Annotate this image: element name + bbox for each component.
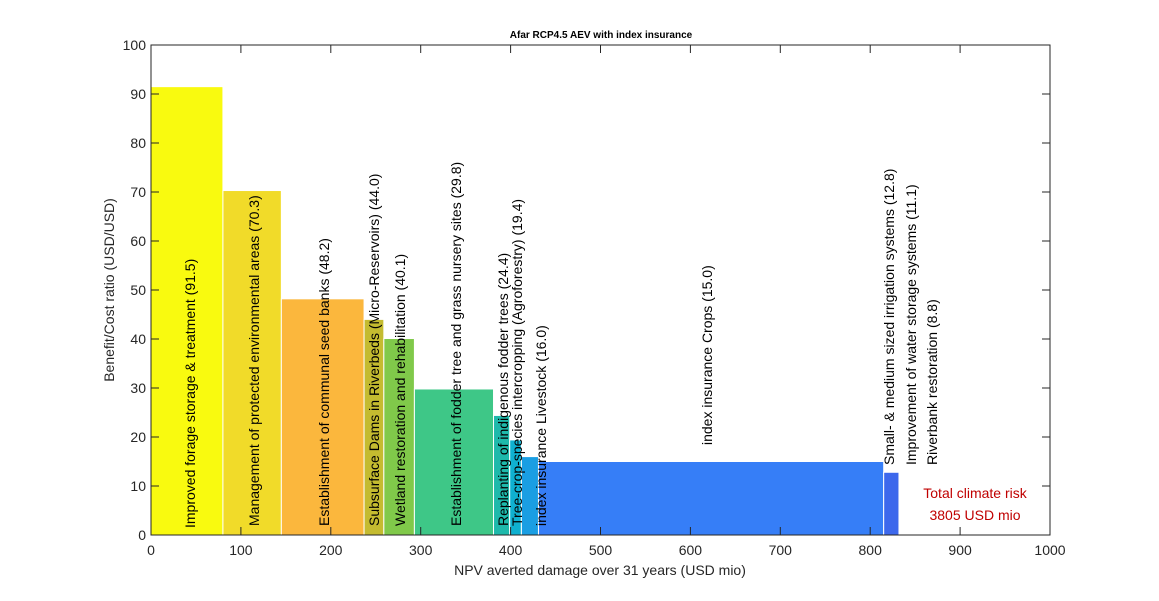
annotation-line-1: 3805 USD mio <box>929 507 1020 523</box>
x-tick-label-6: 600 <box>679 542 703 558</box>
y-tick-label-1: 10 <box>130 478 146 494</box>
bar-0 <box>150 86 224 536</box>
bars-group <box>150 86 900 536</box>
y-axis: 0 10 20 30 40 50 60 70 80 90 100 <box>123 37 1050 543</box>
bar-label-11: Improvement of water storage systems (11… <box>903 184 919 465</box>
bar-label-0: Improved forage storage & treatment (91.… <box>182 259 198 528</box>
x-tick-label-10: 1000 <box>1034 542 1065 558</box>
x-tick-label-5: 500 <box>589 542 613 558</box>
bar-label-10: Small- & medium sized irrigation systems… <box>881 169 897 465</box>
bar-label-12: Riverbank restoration (8.8) <box>924 299 940 465</box>
bar-label-8: index insurance Livestock (16.0) <box>533 325 549 526</box>
bar-label-6: Replanting of indigenous fodder trees (2… <box>495 253 511 526</box>
y-tick-label-8: 80 <box>130 135 146 151</box>
y-axis-label: Benefit/Cost ratio (USD/USD) <box>101 198 117 382</box>
x-axis: 0 100 200 300 400 500 600 700 800 900 1000 <box>147 45 1066 558</box>
x-tick-label-1: 100 <box>229 542 253 558</box>
bar-label-1: Management of protected environmental ar… <box>246 195 262 526</box>
y-tick-label-4: 40 <box>130 331 146 347</box>
x-tick-label-7: 700 <box>769 542 793 558</box>
x-tick-label-3: 300 <box>409 542 433 558</box>
y-tick-label-5: 50 <box>130 282 146 298</box>
y-tick-label-2: 20 <box>130 429 146 445</box>
bar-label-4: Wetland restoration and rehabilitation (… <box>392 254 408 526</box>
y-tick-label-7: 70 <box>130 184 146 200</box>
x-tick-label-8: 800 <box>859 542 883 558</box>
bar-10 <box>883 471 900 536</box>
bar-labels-group: Improved forage storage & treatment (91.… <box>182 162 940 528</box>
bar-1 <box>222 190 282 536</box>
y-tick-label-9: 90 <box>130 86 146 102</box>
x-axis-label: NPV averted damage over 31 years (USD mi… <box>454 562 746 578</box>
x-tick-label-9: 900 <box>948 542 972 558</box>
x-tick-label-2: 200 <box>319 542 343 558</box>
total-climate-risk-annotation: Total climate risk 3805 USD mio <box>923 485 1027 523</box>
bar-9 <box>537 461 885 536</box>
x-tick-label-4: 400 <box>499 542 523 558</box>
bar-2 <box>280 298 365 536</box>
y-tick-label-10: 100 <box>123 37 147 53</box>
y-tick-label-6: 60 <box>130 233 146 249</box>
y-tick-label-0: 0 <box>138 527 146 543</box>
bar-label-7: Tree-crop-species intercropping (Agrofor… <box>509 199 525 526</box>
bar-label-9: index insurance Crops (15.0) <box>699 265 715 445</box>
y-tick-label-3: 30 <box>130 380 146 396</box>
annotation-line-0: Total climate risk <box>923 485 1027 501</box>
bar-label-5: Establishment of fodder tree and grass n… <box>448 162 464 526</box>
bar-label-2: Establishment of communal seed banks (48… <box>316 238 332 526</box>
bar-label-3: Subsurface Dams in Riverbeds (Micro-Rese… <box>366 174 382 526</box>
x-tick-label-0: 0 <box>147 542 155 558</box>
chart-title: Afar RCP4.5 AEV with index insurance <box>510 30 693 41</box>
